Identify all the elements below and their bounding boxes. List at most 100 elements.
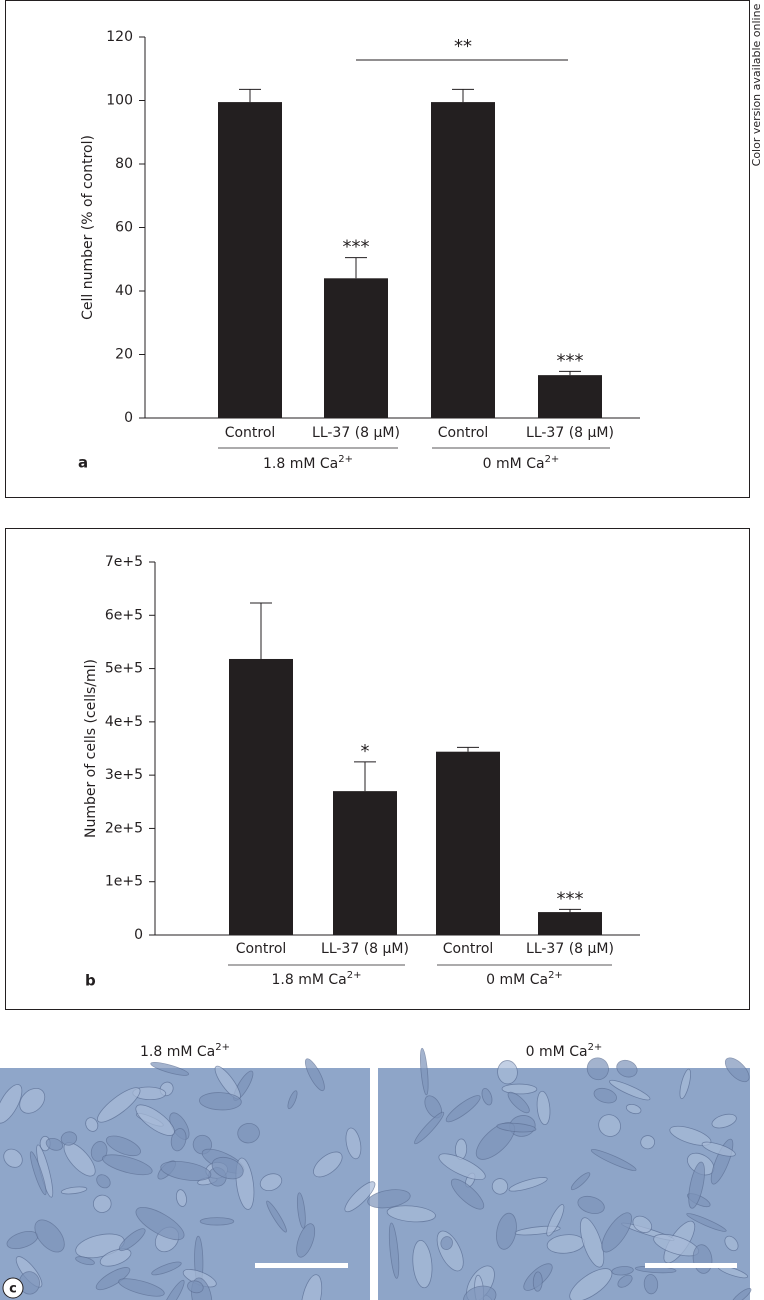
- cell: [497, 1060, 518, 1085]
- cell: [266, 1200, 287, 1233]
- cell: [92, 1194, 112, 1213]
- cell: [199, 1092, 242, 1111]
- x-tick-label: Control: [225, 425, 276, 441]
- cell: [496, 1212, 517, 1250]
- x-tick-label: LL-37 (8 μM): [526, 425, 614, 441]
- cell: [598, 1114, 621, 1137]
- cell: [313, 1151, 343, 1178]
- group-label: 1.8 mM Ca2+: [263, 454, 353, 472]
- bar: [538, 375, 602, 418]
- micrograph-title: 1.8 mM Ca2+: [140, 1042, 230, 1060]
- cell: [34, 1219, 65, 1253]
- cell: [412, 1239, 433, 1289]
- group-label: 0 mM Ca2+: [483, 454, 560, 472]
- panel-label: b: [85, 972, 96, 990]
- cell: [724, 1057, 750, 1083]
- cell: [569, 1268, 613, 1300]
- cell: [686, 1213, 727, 1232]
- y-axis-title: Number of cells (cells/ml): [83, 659, 99, 838]
- scale-bar: [255, 1263, 348, 1268]
- cell: [463, 1285, 497, 1300]
- y-tick-label: 80: [115, 156, 133, 172]
- cell: [536, 1090, 551, 1126]
- y-tick-label: 40: [115, 283, 133, 299]
- cell: [296, 1192, 306, 1229]
- cell: [688, 1161, 705, 1209]
- cell: [345, 1127, 362, 1160]
- group-label: 0 mM Ca2+: [486, 970, 563, 988]
- cell: [501, 1083, 538, 1095]
- cell: [701, 1141, 736, 1157]
- x-tick-label: Control: [438, 425, 489, 441]
- y-tick-label: 100: [106, 93, 133, 109]
- cell: [175, 1189, 187, 1207]
- cell: [296, 1223, 316, 1258]
- y-tick-label: 120: [106, 29, 133, 45]
- cell: [160, 1279, 185, 1300]
- micrograph-title-main: 0 mM Ca: [526, 1044, 588, 1060]
- cell: [632, 1215, 653, 1233]
- cell: [96, 1174, 111, 1189]
- cell: [367, 1189, 411, 1209]
- cell: [724, 1235, 739, 1252]
- cell: [388, 1222, 400, 1279]
- cell: [601, 1212, 633, 1253]
- cell: [90, 1141, 108, 1162]
- significance: ***: [557, 888, 584, 909]
- cell: [99, 1248, 132, 1267]
- y-tick-label: 2e+5: [105, 820, 143, 836]
- y-tick-label: 5e+5: [105, 661, 143, 677]
- cell: [609, 1079, 651, 1101]
- cell: [508, 1177, 548, 1192]
- group-label-main: 0 mM Ca: [486, 972, 548, 988]
- cell: [507, 1091, 530, 1114]
- cell: [414, 1111, 445, 1145]
- micrograph-title-sup: 2+: [588, 1042, 603, 1053]
- cell: [532, 1271, 543, 1292]
- micrograph-title-main: 1.8 mM Ca: [140, 1044, 215, 1060]
- cell: [496, 1122, 537, 1133]
- significance: **: [454, 36, 472, 57]
- cell: [19, 1087, 46, 1114]
- group-label-sup: 2+: [338, 454, 353, 465]
- cell: [118, 1228, 146, 1252]
- cell: [160, 1161, 212, 1181]
- bar: [431, 102, 495, 419]
- cell: [344, 1181, 376, 1213]
- cell: [438, 1153, 486, 1181]
- panel-label: a: [78, 454, 88, 472]
- cell: [237, 1122, 260, 1144]
- y-tick-label: 3e+5: [105, 767, 143, 783]
- y-tick-label: 7e+5: [105, 554, 143, 570]
- cell: [259, 1173, 283, 1192]
- cell: [45, 1137, 64, 1151]
- bar: [218, 102, 282, 419]
- cell: [386, 1205, 436, 1223]
- cell: [60, 1131, 78, 1146]
- bar: [229, 658, 293, 935]
- micrograph: [0, 1068, 370, 1300]
- cell: [577, 1195, 605, 1214]
- cell: [102, 1154, 153, 1176]
- cell: [711, 1113, 737, 1129]
- cell: [593, 1087, 617, 1104]
- y-axis-title: Cell number (% of control): [80, 135, 96, 320]
- cell-texture: [0, 1047, 752, 1300]
- cell: [579, 1217, 605, 1268]
- cell: [445, 1095, 481, 1123]
- cell: [731, 1287, 752, 1300]
- bar: [538, 912, 602, 935]
- cell: [304, 1058, 325, 1092]
- cell: [640, 1135, 656, 1150]
- cell: [491, 1178, 509, 1195]
- y-tick-label: 0: [134, 927, 143, 943]
- cell: [97, 1087, 141, 1123]
- cell: [616, 1059, 638, 1078]
- panel-frame: [5, 0, 750, 498]
- cell: [75, 1256, 95, 1266]
- bar: [324, 278, 388, 418]
- cell: [150, 1061, 189, 1076]
- cell: [570, 1172, 591, 1191]
- cell: [105, 1135, 141, 1157]
- panel-badge: [2, 1277, 24, 1299]
